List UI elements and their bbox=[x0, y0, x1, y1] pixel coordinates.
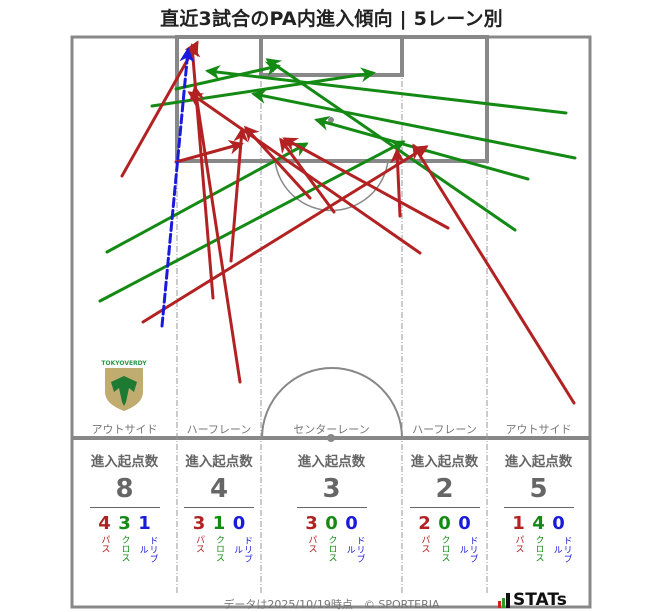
center-spot bbox=[327, 434, 335, 442]
dribble-label: ドリブル bbox=[457, 536, 478, 563]
dribble-arrow bbox=[160, 47, 195, 328]
pass-count: 3 bbox=[192, 513, 206, 534]
pass-count: 3 bbox=[305, 513, 318, 534]
brand-name: STATs bbox=[513, 590, 567, 610]
pass-label: パス bbox=[194, 535, 204, 553]
dribble-count: 0 bbox=[345, 513, 358, 534]
divider bbox=[184, 507, 254, 508]
stat-total: 8 bbox=[115, 474, 134, 504]
cross-count: 0 bbox=[438, 513, 451, 534]
cross-count: 1 bbox=[212, 513, 226, 534]
pass-label: パス bbox=[513, 535, 524, 553]
lane-stats-right-outside: 進入起点数 5 1 パス 4 クロス 0 ドリブル bbox=[487, 450, 590, 563]
pass-label: パス bbox=[306, 535, 317, 553]
pass-count: 2 bbox=[418, 513, 431, 534]
lane-label-left-outside: アウトサイド bbox=[91, 423, 158, 436]
pass-arrow bbox=[141, 145, 429, 324]
chart-title: 直近3試合のPA内進入傾向 | 5レーン別 bbox=[160, 8, 503, 30]
dribble-label: ドリブル bbox=[232, 536, 252, 563]
cross-label: クロス bbox=[533, 535, 544, 562]
pass-label: パス bbox=[99, 535, 110, 553]
pass-arrow bbox=[282, 137, 450, 230]
pass-arrow bbox=[390, 148, 406, 218]
pass-count: 1 bbox=[512, 513, 525, 534]
cross-count: 3 bbox=[118, 513, 131, 534]
lane-stats-left-halfspace: 進入起点数 4 3 パス 1 クロス 0 ドリブル bbox=[177, 450, 261, 563]
cross-count: 4 bbox=[532, 513, 545, 534]
stat-total: 3 bbox=[322, 474, 341, 504]
lane-label-right-outside: アウトサイド bbox=[505, 423, 572, 436]
stat-total: 4 bbox=[209, 474, 229, 504]
pass-arrow bbox=[243, 125, 312, 200]
stat-header: 進入起点数 bbox=[90, 454, 159, 470]
pass-count: 4 bbox=[98, 513, 111, 534]
stat-header: 進入起点数 bbox=[185, 454, 253, 470]
lane-stats-right-halfspace: 進入起点数 2 2 パス 0 クロス 0 ドリブル bbox=[402, 450, 487, 563]
pass-arrow bbox=[189, 85, 242, 384]
dribble-label: ドリブル bbox=[137, 536, 158, 563]
dribble-label: ドリブル bbox=[551, 536, 572, 563]
pass-arrow bbox=[174, 139, 244, 164]
divider bbox=[409, 507, 480, 508]
lane-label-right-halfspace: ハーフレーン bbox=[412, 423, 477, 436]
lane-stats-left-outside: 進入起点数 8 4 パス 3 クロス 1 ドリブル bbox=[72, 450, 177, 563]
pass-arrow bbox=[120, 40, 199, 178]
cross-arrow bbox=[98, 140, 406, 303]
stat-header: 進入起点数 bbox=[297, 454, 366, 470]
pass-label: パス bbox=[419, 535, 430, 553]
lane-label-center: センターレーン bbox=[293, 423, 370, 436]
pass-arrow bbox=[412, 143, 576, 405]
cross-arrow bbox=[205, 64, 568, 115]
center-circle bbox=[261, 367, 403, 439]
footer-credit: データは2025/10/19時点 © SPORTERIA bbox=[223, 598, 440, 611]
lane-stats-center: 進入起点数 3 3 パス 0 クロス 0 ドリブル bbox=[261, 450, 402, 563]
dribble-count: 0 bbox=[552, 513, 565, 534]
cross-count: 0 bbox=[325, 513, 338, 534]
cross-label: クロス bbox=[119, 535, 130, 562]
dribble-label: ドリブル bbox=[344, 536, 365, 563]
goal-area bbox=[259, 35, 404, 77]
dribble-count: 1 bbox=[138, 513, 151, 534]
cross-arrow bbox=[105, 142, 309, 254]
stats-logo: STATs bbox=[498, 590, 567, 610]
divider bbox=[503, 507, 574, 508]
cross-label: クロス bbox=[439, 535, 450, 562]
pass-arrow bbox=[229, 127, 249, 263]
arrow-layer bbox=[98, 40, 577, 405]
dribble-count: 0 bbox=[232, 513, 246, 534]
cross-label: クロス bbox=[326, 535, 337, 562]
verdy-eagle-crest-icon: TOKYOVERDY bbox=[101, 360, 147, 411]
divider bbox=[89, 507, 160, 508]
stat-total: 5 bbox=[529, 474, 548, 504]
stat-total: 2 bbox=[435, 474, 454, 504]
bar-chart-icon bbox=[498, 592, 510, 608]
stat-header: 進入起点数 bbox=[504, 454, 573, 470]
cross-label: クロス bbox=[214, 535, 224, 562]
divider bbox=[296, 507, 367, 508]
cross-arrow bbox=[251, 88, 577, 160]
svg-text:TOKYOVERDY: TOKYOVERDY bbox=[101, 360, 147, 367]
stat-header: 進入起点数 bbox=[410, 454, 479, 470]
pass-arrow bbox=[185, 43, 215, 300]
dribble-count: 0 bbox=[458, 513, 471, 534]
team-badge: TOKYOVERDY bbox=[101, 358, 147, 412]
lane-label-left-halfspace: ハーフレーン bbox=[186, 423, 252, 436]
pass-arrow bbox=[279, 137, 336, 214]
